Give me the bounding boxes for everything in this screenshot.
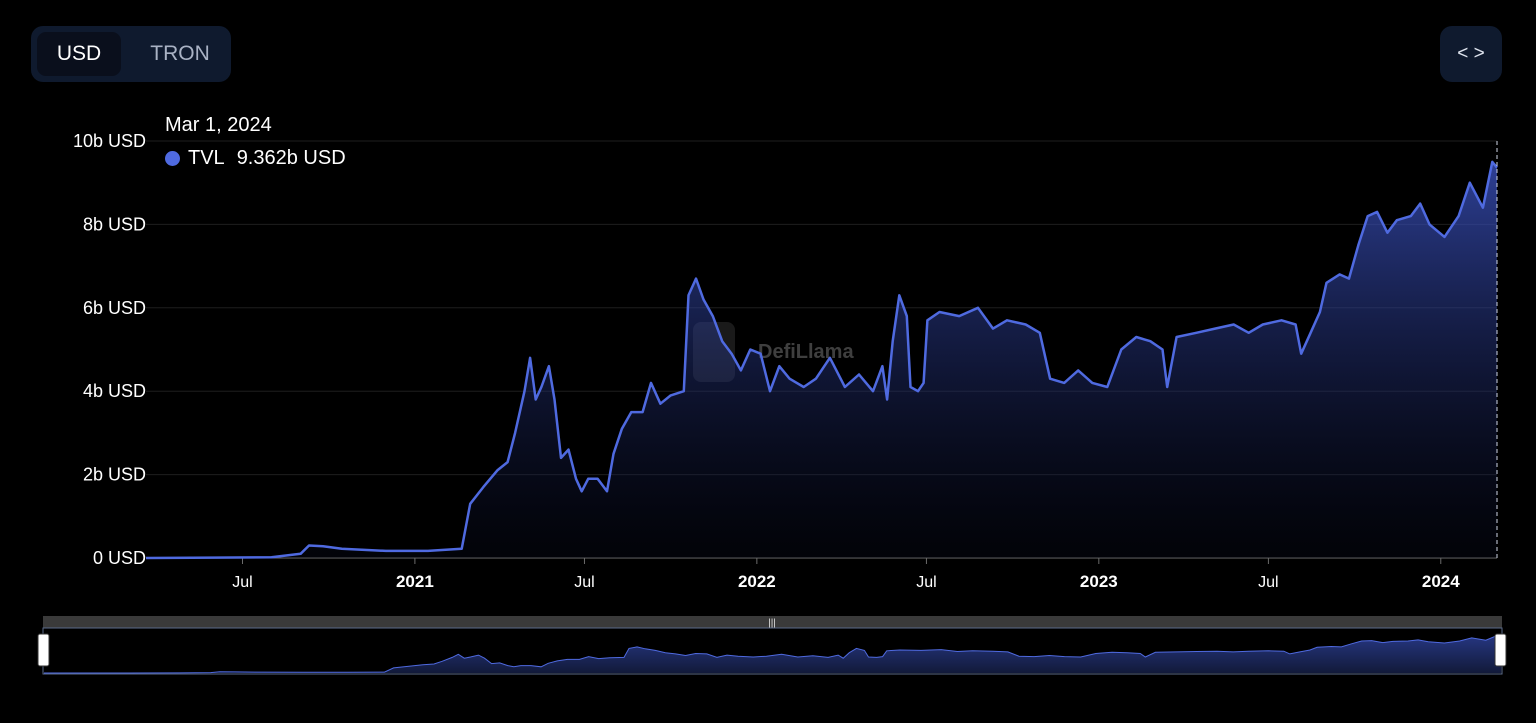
tvl-area (146, 161, 1497, 558)
watermark-text: DefiLlama (758, 341, 854, 363)
range-slider-bar[interactable] (43, 616, 1502, 628)
range-handle-left[interactable] (37, 633, 50, 667)
x-tick-label: Jul (574, 574, 594, 591)
tooltip-series-row: TVL 9.362b USD (165, 147, 346, 170)
currency-option-tron[interactable]: TRON (150, 42, 210, 65)
tooltip-series-value: 9.362b USD (236, 147, 346, 169)
y-axis: 0 USD 2b USD 4b USD 6b USD 8b USD 10b USD (73, 131, 146, 568)
y-tick-label: 8b USD (83, 214, 146, 234)
x-tick-label: 2022 (738, 572, 776, 591)
x-tick-label: 2021 (396, 572, 434, 591)
y-tick-label: 10b USD (73, 131, 146, 151)
range-handle-right[interactable] (1494, 633, 1507, 667)
currency-toggle: USD TRON (31, 26, 231, 82)
range-slider-grip-icon[interactable]: ||| (768, 618, 776, 629)
x-tick-label: Jul (916, 574, 936, 591)
range-slider-preview-line (44, 635, 1502, 674)
y-tick-label: 2b USD (83, 465, 146, 485)
x-tick-label: 2024 (1422, 572, 1460, 591)
series-color-dot (165, 151, 180, 166)
x-tick-label: Jul (1258, 574, 1278, 591)
y-tick-label: 0 USD (93, 548, 146, 568)
tooltip-date: Mar 1, 2024 (165, 114, 272, 136)
range-slider[interactable]: ||| (37, 616, 1507, 675)
x-axis: Jul 2021 Jul 2022 Jul 2023 Jul 2024 (232, 558, 1460, 591)
embed-code-button[interactable]: < > (1440, 26, 1502, 82)
code-brackets-icon: < > (1457, 43, 1485, 64)
tvl-series-line (145, 160, 1498, 560)
x-tick-label: 2023 (1080, 572, 1118, 591)
range-slider-preview-area (44, 636, 1501, 673)
tooltip-series-label: TVL (188, 147, 225, 169)
y-tick-label: 6b USD (83, 298, 146, 318)
currency-option-usd[interactable]: USD (37, 32, 121, 76)
y-tick-label: 4b USD (83, 381, 146, 401)
x-tick-label: Jul (232, 574, 252, 591)
